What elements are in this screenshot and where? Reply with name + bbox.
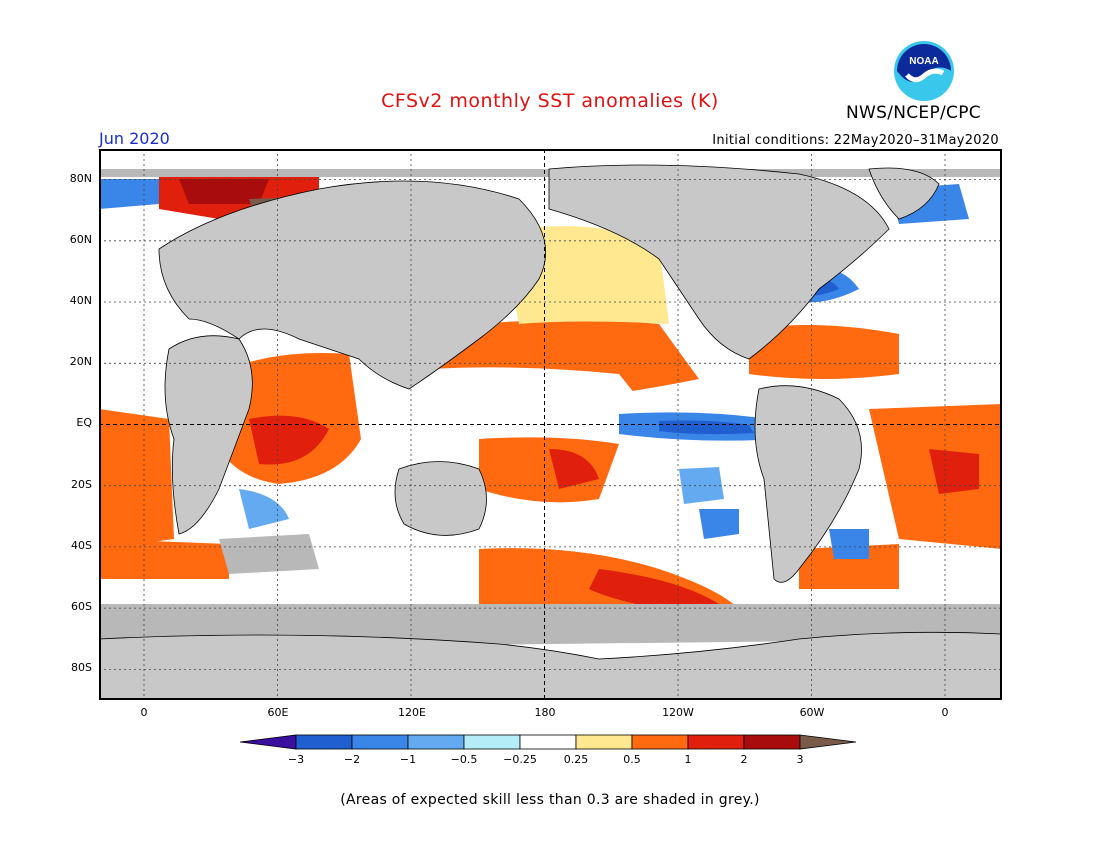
colorbar-label: −0.5 [450,753,478,766]
land [99,164,1002,700]
skill-note: (Areas of expected skill less than 0.3 a… [340,792,760,808]
colorbar-label: −2 [343,753,361,766]
lon-label: 0 [941,706,949,719]
forecast-month: Jun 2020 [99,129,170,148]
lon-label: 60W [799,706,825,719]
colorbar-min-arrow [240,734,297,750]
lat-label: 80S [71,661,92,674]
colorbar-label: 1 [684,753,692,766]
lat-label: EQ [76,416,92,429]
colorbar-label: −0.25 [503,753,537,766]
colorbar-segment [743,734,801,750]
colorbar-segment [631,734,689,750]
colorbar-label: 0.5 [623,753,641,766]
lon-label: 120E [398,706,426,719]
colorbar-segment [519,734,577,750]
colorbar-max-arrow [799,734,857,750]
colorbar-segment [463,734,521,750]
agency-label: NWS/NCEP/CPC [846,103,981,123]
lat-label: 20S [71,478,92,491]
map-title: CFSv2 monthly SST anomalies (K) [381,90,719,112]
anomaly-fields [99,169,1002,649]
lon-label: 60E [267,706,289,719]
lat-label: 60S [71,600,92,613]
lat-label: 40S [71,539,92,552]
colorbar-segment [407,734,465,750]
colorbar-label: −1 [399,753,417,766]
lon-label: 120W [662,706,694,719]
noaa-logo: NOAA [894,41,954,101]
sst-anomaly-map [99,149,1002,700]
lat-label: 40N [69,294,92,307]
colorbar-label: −3 [287,753,305,766]
lon-label: 180 [534,706,556,719]
colorbar-label: 2 [740,753,748,766]
lat-label: 20N [69,355,92,368]
initial-conditions: Initial conditions: 22May2020–31May2020 [712,133,999,148]
logo-text: NOAA [909,56,938,67]
colorbar-label: 3 [796,753,804,766]
lat-label: 80N [69,172,92,185]
map-frame [99,149,1002,700]
equator-dateline [99,149,1002,700]
graticule [99,149,1002,700]
colorbar-segment [351,734,409,750]
colorbar-segment [575,734,633,750]
colorbar-label: 0.25 [563,753,589,766]
lon-label: 0 [140,706,148,719]
lat-label: 60N [69,233,92,246]
colorbar-segment [687,734,745,750]
colorbar [240,734,857,750]
colorbar-segment [295,734,353,750]
